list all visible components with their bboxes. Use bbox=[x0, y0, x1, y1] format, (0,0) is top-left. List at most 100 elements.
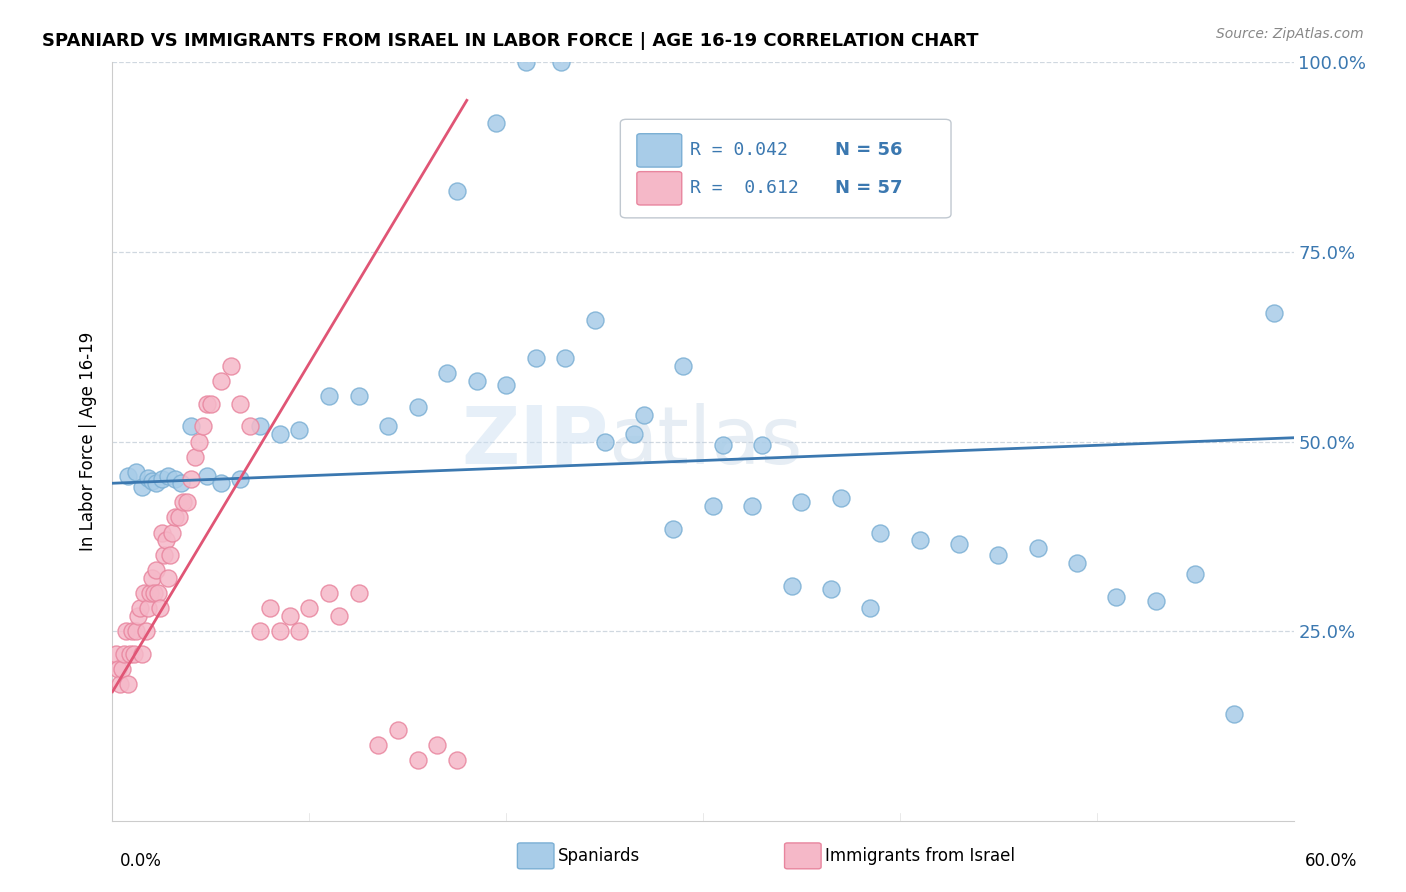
Point bbox=[1184, 567, 1206, 582]
Point bbox=[180, 473, 202, 487]
Point bbox=[554, 351, 576, 366]
Point bbox=[131, 647, 153, 661]
Point bbox=[672, 359, 695, 373]
Text: SPANIARD VS IMMIGRANTS FROM ISRAEL IN LABOR FORCE | AGE 16-19 CORRELATION CHART: SPANIARD VS IMMIGRANTS FROM ISRAEL IN LA… bbox=[42, 32, 979, 50]
Point bbox=[446, 184, 468, 198]
Point bbox=[318, 389, 340, 403]
FancyBboxPatch shape bbox=[637, 134, 682, 167]
Point bbox=[219, 359, 242, 373]
Point bbox=[141, 571, 163, 585]
Point bbox=[120, 647, 142, 661]
Point bbox=[1144, 594, 1167, 608]
Point bbox=[751, 438, 773, 452]
Point bbox=[593, 434, 616, 449]
Text: N = 56: N = 56 bbox=[835, 142, 903, 160]
Text: ZIP: ZIP bbox=[461, 402, 609, 481]
Point bbox=[278, 608, 301, 623]
Point bbox=[107, 662, 129, 676]
Point bbox=[583, 313, 606, 327]
Point bbox=[987, 548, 1010, 563]
Point bbox=[741, 499, 763, 513]
Point bbox=[820, 582, 842, 597]
Text: N = 57: N = 57 bbox=[835, 179, 903, 197]
Point bbox=[662, 522, 685, 536]
Point bbox=[387, 723, 409, 737]
Point bbox=[172, 495, 194, 509]
Y-axis label: In Labor Force | Age 16-19: In Labor Force | Age 16-19 bbox=[79, 332, 97, 551]
Point bbox=[524, 351, 547, 366]
Point bbox=[146, 586, 169, 600]
Point bbox=[259, 601, 281, 615]
Point bbox=[1066, 556, 1088, 570]
Point bbox=[121, 624, 143, 639]
Point bbox=[908, 533, 931, 548]
Point bbox=[288, 423, 311, 437]
Point bbox=[117, 677, 139, 691]
FancyBboxPatch shape bbox=[637, 171, 682, 205]
Point bbox=[150, 473, 173, 487]
Point bbox=[229, 396, 252, 410]
Point bbox=[269, 427, 291, 442]
Point bbox=[347, 389, 370, 403]
Point bbox=[1026, 541, 1049, 555]
Point bbox=[176, 495, 198, 509]
Point bbox=[550, 55, 572, 70]
Point bbox=[195, 396, 218, 410]
Point bbox=[159, 548, 181, 563]
Point bbox=[377, 419, 399, 434]
Point bbox=[122, 647, 145, 661]
Point bbox=[110, 677, 132, 691]
Point bbox=[406, 753, 429, 767]
Point bbox=[125, 465, 148, 479]
Point bbox=[165, 473, 187, 487]
Text: Immigrants from Israel: Immigrants from Israel bbox=[825, 847, 1015, 865]
Point bbox=[132, 586, 155, 600]
Text: Spaniards: Spaniards bbox=[558, 847, 640, 865]
Point bbox=[298, 601, 321, 615]
Point bbox=[195, 468, 218, 483]
Point bbox=[1263, 305, 1285, 319]
Point bbox=[367, 738, 389, 752]
Point bbox=[129, 601, 152, 615]
Point bbox=[1105, 590, 1128, 604]
Point bbox=[515, 55, 537, 70]
Text: Source: ZipAtlas.com: Source: ZipAtlas.com bbox=[1216, 27, 1364, 41]
Point bbox=[180, 419, 202, 434]
Point bbox=[125, 624, 148, 639]
Point bbox=[152, 548, 174, 563]
Point bbox=[623, 427, 645, 442]
Point bbox=[139, 586, 162, 600]
Point bbox=[156, 468, 179, 483]
Point bbox=[239, 419, 262, 434]
Point bbox=[249, 419, 271, 434]
Point bbox=[780, 579, 803, 593]
Point bbox=[150, 525, 173, 540]
Point bbox=[142, 586, 165, 600]
FancyBboxPatch shape bbox=[620, 120, 950, 218]
Point bbox=[149, 601, 172, 615]
Point bbox=[188, 434, 211, 449]
Point bbox=[711, 438, 734, 452]
Text: R = 0.042: R = 0.042 bbox=[690, 142, 787, 160]
Point bbox=[135, 624, 157, 639]
Point bbox=[426, 738, 449, 752]
Point bbox=[209, 476, 232, 491]
Point bbox=[328, 608, 350, 623]
Point bbox=[859, 601, 882, 615]
Point bbox=[790, 495, 813, 509]
Point bbox=[160, 525, 183, 540]
Point bbox=[485, 116, 508, 130]
Point bbox=[347, 586, 370, 600]
Point bbox=[127, 608, 149, 623]
Point bbox=[249, 624, 271, 639]
Point bbox=[869, 525, 891, 540]
Point bbox=[117, 468, 139, 483]
Point bbox=[105, 647, 128, 661]
Point bbox=[141, 474, 163, 488]
Point bbox=[436, 366, 458, 380]
Text: 60.0%: 60.0% bbox=[1305, 852, 1357, 870]
Point bbox=[200, 396, 222, 410]
Point bbox=[115, 624, 138, 639]
Point bbox=[136, 471, 159, 485]
Text: R =  0.612: R = 0.612 bbox=[690, 179, 799, 197]
